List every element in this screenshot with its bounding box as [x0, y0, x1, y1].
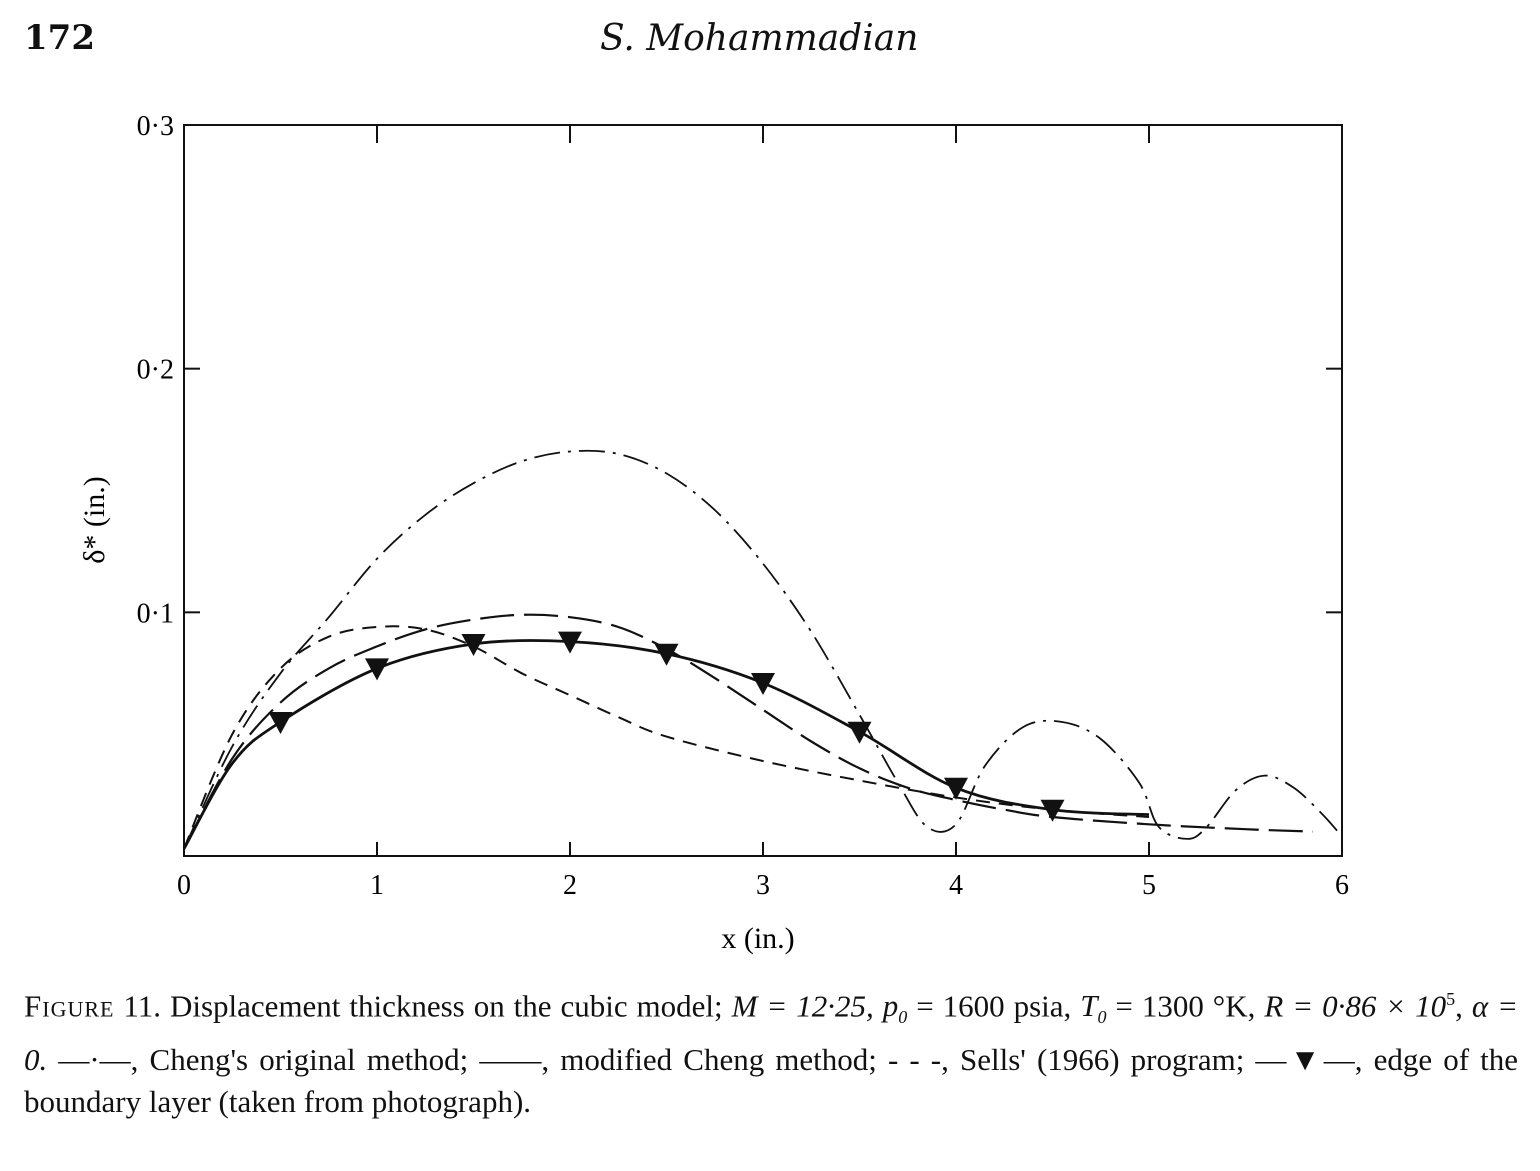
x-tick-label: 0: [177, 870, 191, 901]
x-tick-label: 4: [949, 870, 963, 901]
caption-number: 11.: [123, 988, 162, 1024]
page-number: 172: [24, 18, 95, 58]
axis-ticks: [183, 124, 1343, 856]
edge-marker: [558, 631, 582, 654]
edge-marker: [268, 711, 293, 734]
caption-t0-sym: T0: [1080, 988, 1107, 1028]
caption-r: R = 0·86 × 10: [1264, 988, 1447, 1024]
series-line-1: [183, 449, 1343, 850]
series-line-4: [182, 639, 1150, 850]
edge-marker: [751, 672, 775, 695]
caption-legend-2b: Cheng method;: [683, 1041, 877, 1077]
series-line-3: [183, 625, 1150, 850]
marker-layer: [268, 631, 1065, 822]
figure-11-chart: 0 1 2 3 4 5 6 0·1 0·2 0·3 x (in.) δ* (in.): [78, 111, 1349, 955]
y-axis-label: δ* (in.): [78, 476, 111, 563]
caption-legend-2a: modified: [560, 1041, 673, 1077]
running-head: S. Mohammadian: [600, 18, 919, 59]
edge-marker: [461, 634, 486, 657]
x-tick-label: 1: [370, 870, 384, 901]
axis-tick-labels: 0 1 2 3 4 5 6 0·1 0·2 0·3: [137, 111, 1349, 901]
caption-p0-sym: p0: [882, 988, 908, 1028]
edge-marker: [1040, 799, 1065, 822]
figure-caption: Figure 11. Displacement thickness on the…: [24, 988, 1519, 1119]
caption-p0: = 1600 psia,: [916, 988, 1072, 1024]
series-layer: [182, 449, 1343, 850]
x-tick-label: 6: [1335, 870, 1349, 901]
edge-marker: [365, 658, 389, 681]
edge-marker: [847, 721, 872, 744]
edge-marker: [944, 777, 968, 800]
caption-label: Figure: [24, 988, 115, 1024]
caption-t0: = 1300 °K,: [1115, 988, 1256, 1024]
x-tick-label: 2: [563, 870, 577, 901]
caption-legend-1: Cheng's original method;: [149, 1041, 469, 1077]
caption-alpha: α = 0.: [24, 988, 1519, 1077]
y-tick-label: 0·3: [137, 111, 174, 142]
x-tick-label: 3: [756, 870, 770, 901]
caption-legend-3: Sells' (1966) program;: [959, 1041, 1245, 1077]
y-tick-label: 0·1: [137, 598, 174, 629]
y-tick-label: 0·2: [137, 355, 174, 386]
caption-text-1: Displacement thickness on the cubic mode…: [169, 988, 723, 1024]
series-line-2: [183, 613, 1314, 850]
x-axis-label: x (in.): [721, 922, 794, 955]
plot-frame: [183, 124, 1343, 857]
caption-mach: M = 12·25,: [731, 988, 874, 1024]
caption-r-exp: 5: [1446, 989, 1456, 1009]
x-tick-label: 5: [1142, 870, 1156, 901]
edge-marker: [654, 643, 679, 666]
caption-legend-4: edge of the boundary layer (taken from p…: [24, 1041, 1519, 1119]
